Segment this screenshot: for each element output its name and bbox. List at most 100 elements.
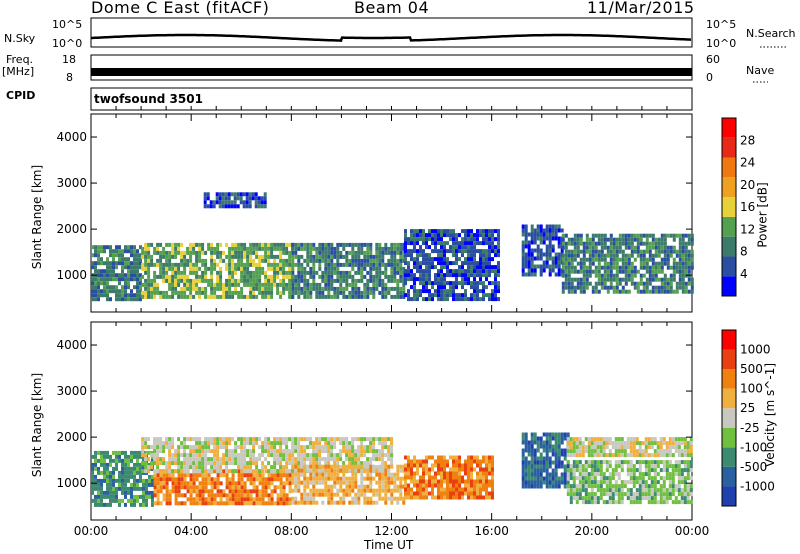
band-velocity-2-cell	[180, 445, 184, 450]
band-power-1-cell	[252, 250, 256, 255]
band-velocity-6-cell	[662, 492, 666, 497]
band-power-2-cell	[393, 250, 397, 255]
band-velocity-1-cell	[180, 501, 184, 506]
band-velocity-2-cell	[183, 461, 187, 466]
band-power-3-cell	[416, 241, 419, 246]
band-velocity-2-cell	[207, 441, 211, 446]
band-power-0-cell	[133, 245, 136, 250]
band-power-3-cell	[497, 281, 500, 286]
band-velocity-4-cell	[449, 495, 452, 500]
band-power-1-cell	[258, 278, 262, 283]
band-power-1-cell	[228, 266, 232, 271]
band-velocity-3-cell	[384, 484, 388, 489]
band-power-2-cell	[363, 258, 367, 263]
band-power-5-cell	[615, 261, 619, 266]
band-velocity-3-cell	[312, 484, 316, 489]
band-velocity-4-cell	[479, 483, 482, 488]
colorbar-tick-power-5: 8	[740, 245, 748, 259]
band-velocity-7-cell	[599, 441, 603, 446]
band-power-2-cell	[390, 246, 394, 251]
band-power-5-cell	[612, 277, 616, 282]
band-velocity-0-cell	[124, 486, 127, 491]
band-velocity-3-cell	[318, 480, 322, 485]
band-velocity-6-cell	[644, 468, 648, 473]
band-power-3-cell	[443, 293, 446, 298]
band-power-1-cell	[156, 286, 160, 291]
band-power-2-cell	[336, 270, 340, 275]
band-velocity-0-cell	[94, 458, 97, 463]
band-velocity-2-cell	[324, 441, 328, 446]
band-velocity-3-cell	[351, 500, 355, 505]
band-velocity-1-cell	[231, 493, 235, 498]
band-velocity-1-cell	[174, 493, 178, 498]
band-power-5-cell	[573, 249, 577, 254]
band-velocity-4-cell	[419, 459, 422, 464]
band-velocity-6-cell	[581, 500, 585, 505]
band-power-1-cell	[240, 290, 244, 295]
band-velocity-7-cell	[629, 445, 633, 450]
band-velocity-2-cell	[189, 461, 193, 466]
band-power-0-cell	[121, 269, 124, 274]
band-power-4-cell	[524, 272, 528, 277]
band-power-1-cell	[240, 270, 244, 275]
band-power-1-cell	[228, 250, 232, 255]
band-velocity-5-cell	[554, 460, 558, 465]
band-power-1-cell	[195, 254, 199, 259]
band-power-2-cell	[378, 242, 382, 247]
band-velocity-6-cell	[653, 500, 657, 505]
band-velocity-6-cell	[605, 488, 609, 493]
band-velocity-6-cell	[647, 472, 651, 477]
band-power-1-cell	[165, 242, 169, 247]
band-velocity-7-cell	[596, 441, 600, 446]
band-power-1-cell	[219, 266, 223, 271]
band-velocity-3-cell	[393, 476, 397, 481]
band-velocity-1-cell	[168, 497, 172, 502]
band-power-1-cell	[267, 282, 271, 287]
band-power-5-cell	[564, 261, 568, 266]
band-power-1-cell	[258, 270, 262, 275]
band-velocity-2-cell	[363, 437, 367, 442]
band-power-3-cell	[473, 265, 476, 270]
band-power-3-cell	[497, 297, 500, 302]
band-velocity-1-cell	[192, 501, 196, 506]
band-velocity-0-cell	[136, 454, 139, 459]
band-velocity-3-cell	[354, 476, 358, 481]
band-power-2-cell	[336, 278, 340, 283]
band-power-1-cell	[252, 242, 256, 247]
band-power-2-cell	[306, 250, 310, 255]
band-power-3-cell	[461, 229, 464, 234]
band-velocity-2-cell	[204, 449, 208, 454]
band-power-2-cell	[318, 254, 322, 259]
band-power-5-cell	[675, 281, 679, 286]
band-velocity-1-cell	[165, 493, 169, 498]
band-power-2-cell	[324, 266, 328, 271]
band-power-5-cell	[642, 233, 646, 238]
band-velocity-1-cell	[237, 477, 241, 482]
band-velocity-2-cell	[336, 461, 340, 466]
band-velocity-1-cell	[189, 497, 193, 502]
band-power-2-cell	[327, 258, 331, 263]
band-power-2-cell	[324, 270, 328, 275]
band-velocity-7-cell	[626, 445, 630, 450]
band-velocity-4-cell	[458, 471, 461, 476]
band-velocity-0-cell	[130, 494, 133, 499]
band-velocity-2-cell	[150, 453, 154, 458]
band-velocity-2-cell	[183, 469, 187, 474]
band-velocity-2-cell	[348, 457, 352, 462]
band-velocity-6-cell	[638, 480, 642, 485]
band-power-1-cell	[147, 278, 151, 283]
band-velocity-2-cell	[372, 441, 376, 446]
band-velocity-7-cell	[581, 445, 585, 450]
band-power-1-cell	[255, 294, 259, 299]
band-velocity-2-cell	[219, 441, 223, 446]
band-power-5-cell	[666, 289, 670, 294]
band-velocity-4-cell	[410, 479, 413, 484]
band-power-0-cell	[118, 293, 121, 298]
band-power-5-cell	[561, 257, 565, 262]
band-velocity-1-cell	[258, 501, 262, 506]
band-power-5-cell	[651, 245, 655, 250]
band-power-1-cell	[207, 266, 211, 271]
band-power-3-cell	[422, 233, 425, 238]
band-velocity-3-cell	[396, 464, 400, 469]
band-velocity-2-cell	[387, 457, 391, 462]
